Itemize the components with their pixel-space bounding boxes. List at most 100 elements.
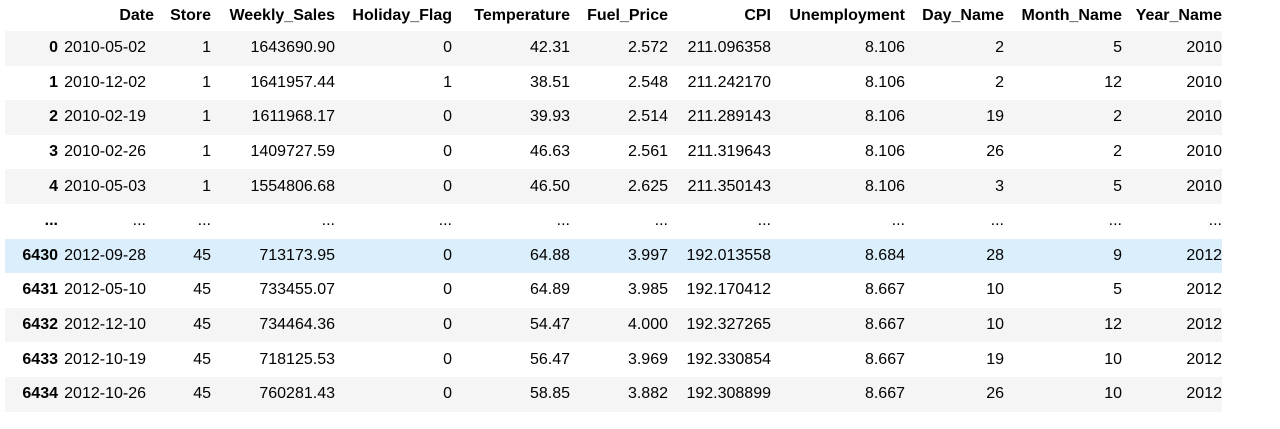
row-index: 6434 — [22, 385, 58, 403]
month-name-cell: 10 — [1104, 385, 1122, 403]
row-index: 0 — [49, 39, 58, 57]
table-row: 6434 2012-10-26 45 760281.43 0 58.85 3.882 192.… — [5, 376, 1222, 412]
date-cell: 2010-05-03 — [64, 177, 146, 195]
temperature-cell: 46.63 — [529, 143, 570, 161]
day-name-cell: 10 — [986, 316, 1004, 334]
holiday-flag-cell: 0 — [443, 143, 452, 161]
table-body: 0 2010-05-02 1 1643690.90 0 42.31 2.572 211.096… — [5, 31, 1222, 412]
date-cell: 2010-12-02 — [64, 73, 146, 91]
store-cell: 1 — [202, 73, 211, 91]
header-store: Store — [170, 6, 211, 24]
row-index: 6430 — [22, 246, 58, 264]
holiday-flag-cell: 0 — [443, 177, 452, 195]
month-name-cell: 9 — [1113, 246, 1122, 264]
month-name-cell: 5 — [1113, 39, 1122, 57]
day-name-cell: 26 — [986, 143, 1004, 161]
store-cell: 45 — [193, 385, 211, 403]
month-name-cell: 5 — [1113, 177, 1122, 195]
row-index: 3 — [49, 143, 58, 161]
row-index: ... — [44, 212, 58, 230]
store-cell: 1 — [202, 39, 211, 57]
fuel-price-cell: ... — [654, 212, 668, 230]
date-cell: 2012-10-19 — [64, 350, 146, 368]
cpi-cell: 192.170412 — [686, 281, 771, 299]
holiday-flag-cell: 0 — [443, 316, 452, 334]
store-cell: 1 — [202, 108, 211, 126]
year-name-cell: 2010 — [1186, 73, 1222, 91]
day-name-cell: 2 — [995, 73, 1004, 91]
table-row: 0 2010-05-02 1 1643690.90 0 42.31 2.572 211.096… — [5, 31, 1222, 66]
fuel-price-cell: 2.572 — [627, 39, 668, 57]
year-name-cell: 2012 — [1186, 385, 1222, 403]
date-cell: 2010-02-26 — [64, 143, 146, 161]
store-cell: 1 — [202, 143, 211, 161]
year-name-cell: 2012 — [1186, 281, 1222, 299]
date-cell: 2010-05-02 — [64, 39, 146, 57]
day-name-cell: 3 — [995, 177, 1004, 195]
store-cell: 45 — [193, 246, 211, 264]
year-name-cell: 2012 — [1186, 350, 1222, 368]
temperature-cell: 42.31 — [529, 39, 570, 57]
unemployment-cell: 8.106 — [864, 143, 905, 161]
cpi-cell: 192.330854 — [686, 350, 771, 368]
header-date: Date — [119, 6, 154, 24]
unemployment-cell: 8.106 — [864, 73, 905, 91]
fuel-price-cell: 3.985 — [627, 281, 668, 299]
fuel-price-cell: 3.997 — [627, 246, 668, 264]
year-name-cell: 2010 — [1186, 143, 1222, 161]
date-cell: ... — [132, 212, 146, 230]
table-row: 2 2010-02-19 1 1611968.17 0 39.93 2.514 211.289… — [5, 100, 1222, 135]
fuel-price-cell: 3.969 — [627, 350, 668, 368]
temperature-cell: 56.47 — [529, 350, 570, 368]
store-cell: 45 — [193, 350, 211, 368]
weekly-sales-cell: 1554806.68 — [250, 177, 335, 195]
unemployment-cell: 8.667 — [864, 281, 905, 299]
store-cell: 1 — [202, 177, 211, 195]
month-name-cell: 12 — [1104, 316, 1122, 334]
table-header: Date Store Weekly_Sales Holiday_Flag Tem… — [5, 0, 1222, 31]
table-row: 6432 2012-12-10 45 734464.36 0 54.47 4.000 192.… — [5, 307, 1222, 343]
header-unemployment: Unemployment — [789, 6, 905, 24]
store-cell: ... — [197, 212, 211, 230]
header-index — [5, 0, 58, 31]
date-cell: 2012-05-10 — [64, 281, 146, 299]
table-row: 6431 2012-05-10 45 733455.07 0 64.89 3.985 192.… — [5, 273, 1222, 308]
day-name-cell: 19 — [986, 350, 1004, 368]
holiday-flag-cell: 0 — [443, 350, 452, 368]
year-name-cell: 2012 — [1186, 316, 1222, 334]
weekly-sales-cell: 713173.95 — [259, 246, 335, 264]
ellipsis-row: .................................... — [5, 204, 1222, 239]
table-row: 3 2010-02-26 1 1409727.59 0 46.63 2.561 211.319… — [5, 135, 1222, 170]
cpi-cell: 211.289143 — [687, 108, 771, 126]
unemployment-cell: 8.106 — [864, 39, 905, 57]
fuel-price-cell: 2.625 — [627, 177, 668, 195]
holiday-flag-cell: 0 — [443, 246, 452, 264]
unemployment-cell: 8.684 — [864, 246, 905, 264]
year-name-cell: 2010 — [1186, 108, 1222, 126]
holiday-flag-cell: 0 — [443, 108, 452, 126]
date-cell: 2010-02-19 — [64, 108, 146, 126]
year-name-cell: 2010 — [1186, 177, 1222, 195]
header-cpi: CPI — [744, 6, 771, 24]
cpi-cell: 192.327265 — [686, 316, 771, 334]
day-name-cell: ... — [990, 212, 1004, 230]
cpi-cell: 192.013558 — [686, 246, 771, 264]
temperature-cell: 54.47 — [529, 316, 570, 334]
date-cell: 2012-10-26 — [64, 385, 146, 403]
fuel-price-cell: 2.514 — [627, 108, 668, 126]
date-cell: 2012-09-28 — [64, 246, 146, 264]
fuel-price-cell: 3.882 — [627, 385, 668, 403]
table-row: 6430 2012-09-28 45 713173.95 0 64.88 3.997 192.… — [5, 238, 1222, 274]
year-name-cell: 2012 — [1186, 246, 1222, 264]
weekly-sales-cell: 1641957.44 — [250, 73, 335, 91]
month-name-cell: 2 — [1113, 108, 1122, 126]
table-row: 6433 2012-10-19 45 718125.53 0 56.47 3.969 192.… — [5, 342, 1222, 377]
month-name-cell: 10 — [1104, 350, 1122, 368]
dataframe-table: Date Store Weekly_Sales Holiday_Flag Tem… — [5, 0, 1222, 412]
month-name-cell: ... — [1108, 212, 1122, 230]
year-name-cell: ... — [1208, 212, 1222, 230]
date-cell: 2012-12-10 — [64, 316, 146, 334]
unemployment-cell: 8.667 — [864, 350, 905, 368]
day-name-cell: 28 — [986, 246, 1004, 264]
header-month-name: Month_Name — [1021, 6, 1122, 24]
